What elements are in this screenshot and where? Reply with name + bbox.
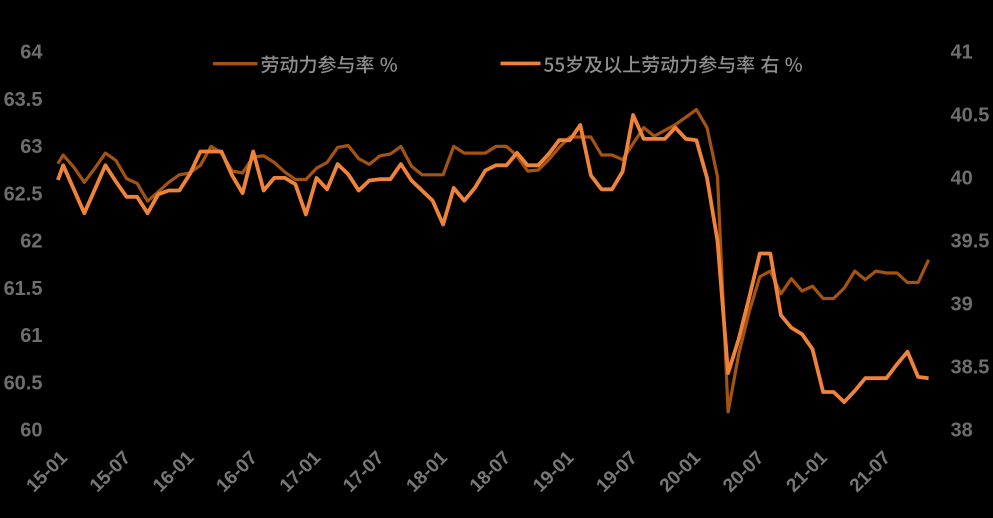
svg-text:20-07: 20-07 (719, 447, 768, 496)
svg-text:39.5: 39.5 (951, 231, 990, 253)
svg-text:40: 40 (951, 168, 973, 190)
svg-text:38: 38 (951, 420, 973, 442)
svg-text:62.5: 62.5 (4, 183, 43, 205)
svg-text:60.5: 60.5 (4, 372, 43, 394)
svg-text:38.5: 38.5 (951, 357, 990, 379)
svg-text:40.5: 40.5 (951, 105, 990, 127)
svg-text:15-01: 15-01 (23, 447, 73, 497)
svg-text:64: 64 (20, 42, 43, 64)
svg-text:19-01: 19-01 (529, 447, 579, 497)
svg-text:63: 63 (20, 136, 42, 158)
svg-text:18-01: 18-01 (403, 447, 453, 497)
svg-text:17-01: 17-01 (276, 447, 326, 497)
svg-text:41: 41 (951, 42, 973, 64)
svg-text:16-01: 16-01 (149, 447, 199, 497)
svg-text:19-07: 19-07 (593, 447, 642, 496)
svg-text:15-07: 15-07 (86, 447, 135, 496)
svg-text:20-01: 20-01 (656, 447, 706, 497)
svg-text:21-01: 21-01 (783, 447, 833, 497)
svg-text:60: 60 (20, 420, 42, 442)
svg-text:61.5: 61.5 (4, 278, 43, 300)
svg-text:21-07: 21-07 (846, 447, 895, 496)
svg-text:16-07: 16-07 (213, 447, 262, 496)
svg-text:18-07: 18-07 (466, 447, 515, 496)
svg-text:62: 62 (20, 231, 42, 253)
svg-text:63.5: 63.5 (4, 89, 43, 111)
svg-text:17-07: 17-07 (339, 447, 388, 496)
svg-text:39: 39 (951, 294, 973, 316)
svg-text:61: 61 (20, 325, 42, 347)
